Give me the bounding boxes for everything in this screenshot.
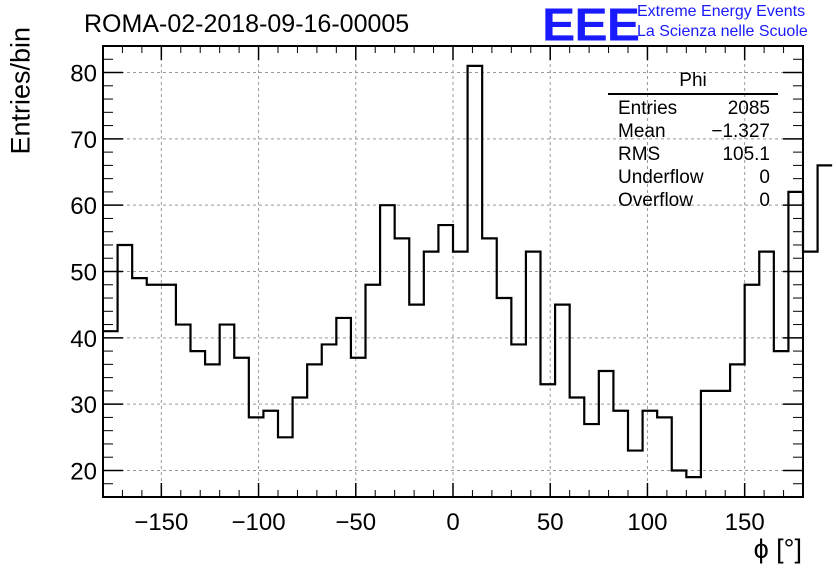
stats-label: Overflow [618, 190, 693, 211]
y-axis-label: Entries/bin [5, 26, 36, 155]
eee-logo-text: Extreme Energy Events La Scienza nelle S… [637, 2, 808, 42]
histogram-step-line [103, 64, 833, 479]
x-tick-label: −150 [134, 509, 188, 536]
x-tick-label: −100 [232, 509, 286, 536]
axis-ticks [102, 45, 804, 498]
stats-label: Underflow [618, 167, 704, 188]
y-tick-label: 70 [70, 127, 97, 154]
tick-labels: −150 −100 −50 0 50 100 150 20 30 40 50 60 70 80 [70, 61, 764, 536]
eee-logo: EEE [542, 0, 640, 51]
stats-label: RMS [618, 144, 661, 165]
stats-row-entries: Entries 2085 [608, 97, 778, 120]
stats-row-overflow: Overflow 0 [608, 189, 778, 212]
y-tick-label: 80 [70, 61, 97, 88]
stats-row-underflow: Underflow 0 [608, 166, 778, 189]
stats-row-rms: RMS 105.1 [608, 143, 778, 166]
x-tick-label: 50 [537, 509, 564, 536]
logo-line-2: La Scienza nelle Scuole [637, 23, 808, 40]
stats-name: Phi [608, 70, 778, 95]
y-tick-label: 50 [70, 260, 97, 287]
stats-row-mean: Mean −1.327 [608, 120, 778, 143]
stats-value: −1.327 [711, 121, 770, 142]
stats-value: 0 [759, 190, 770, 211]
stats-value: 2085 [727, 98, 770, 119]
x-tick-label: −50 [335, 509, 376, 536]
run-title: ROMA-02-2018-09-16-00005 [84, 10, 410, 38]
y-tick-label: 30 [70, 392, 97, 419]
stats-label: Mean [618, 121, 666, 142]
stats-box: Phi Entries 2085 Mean −1.327 RMS 105.1 Unde… [608, 70, 778, 212]
stats-label: Entries [618, 98, 678, 119]
y-tick-label: 60 [70, 193, 97, 220]
y-tick-label: 20 [70, 458, 97, 485]
stats-value: 105.1 [722, 144, 770, 165]
logo-line-1: Extreme Energy Events [637, 3, 806, 20]
x-axis-label: ϕ [°] [753, 534, 802, 564]
x-tick-label: 0 [446, 509, 459, 536]
x-tick-label: 150 [725, 509, 765, 536]
y-tick-label: 40 [70, 326, 97, 353]
x-tick-label: 100 [627, 509, 667, 536]
stats-value: 0 [759, 167, 770, 188]
